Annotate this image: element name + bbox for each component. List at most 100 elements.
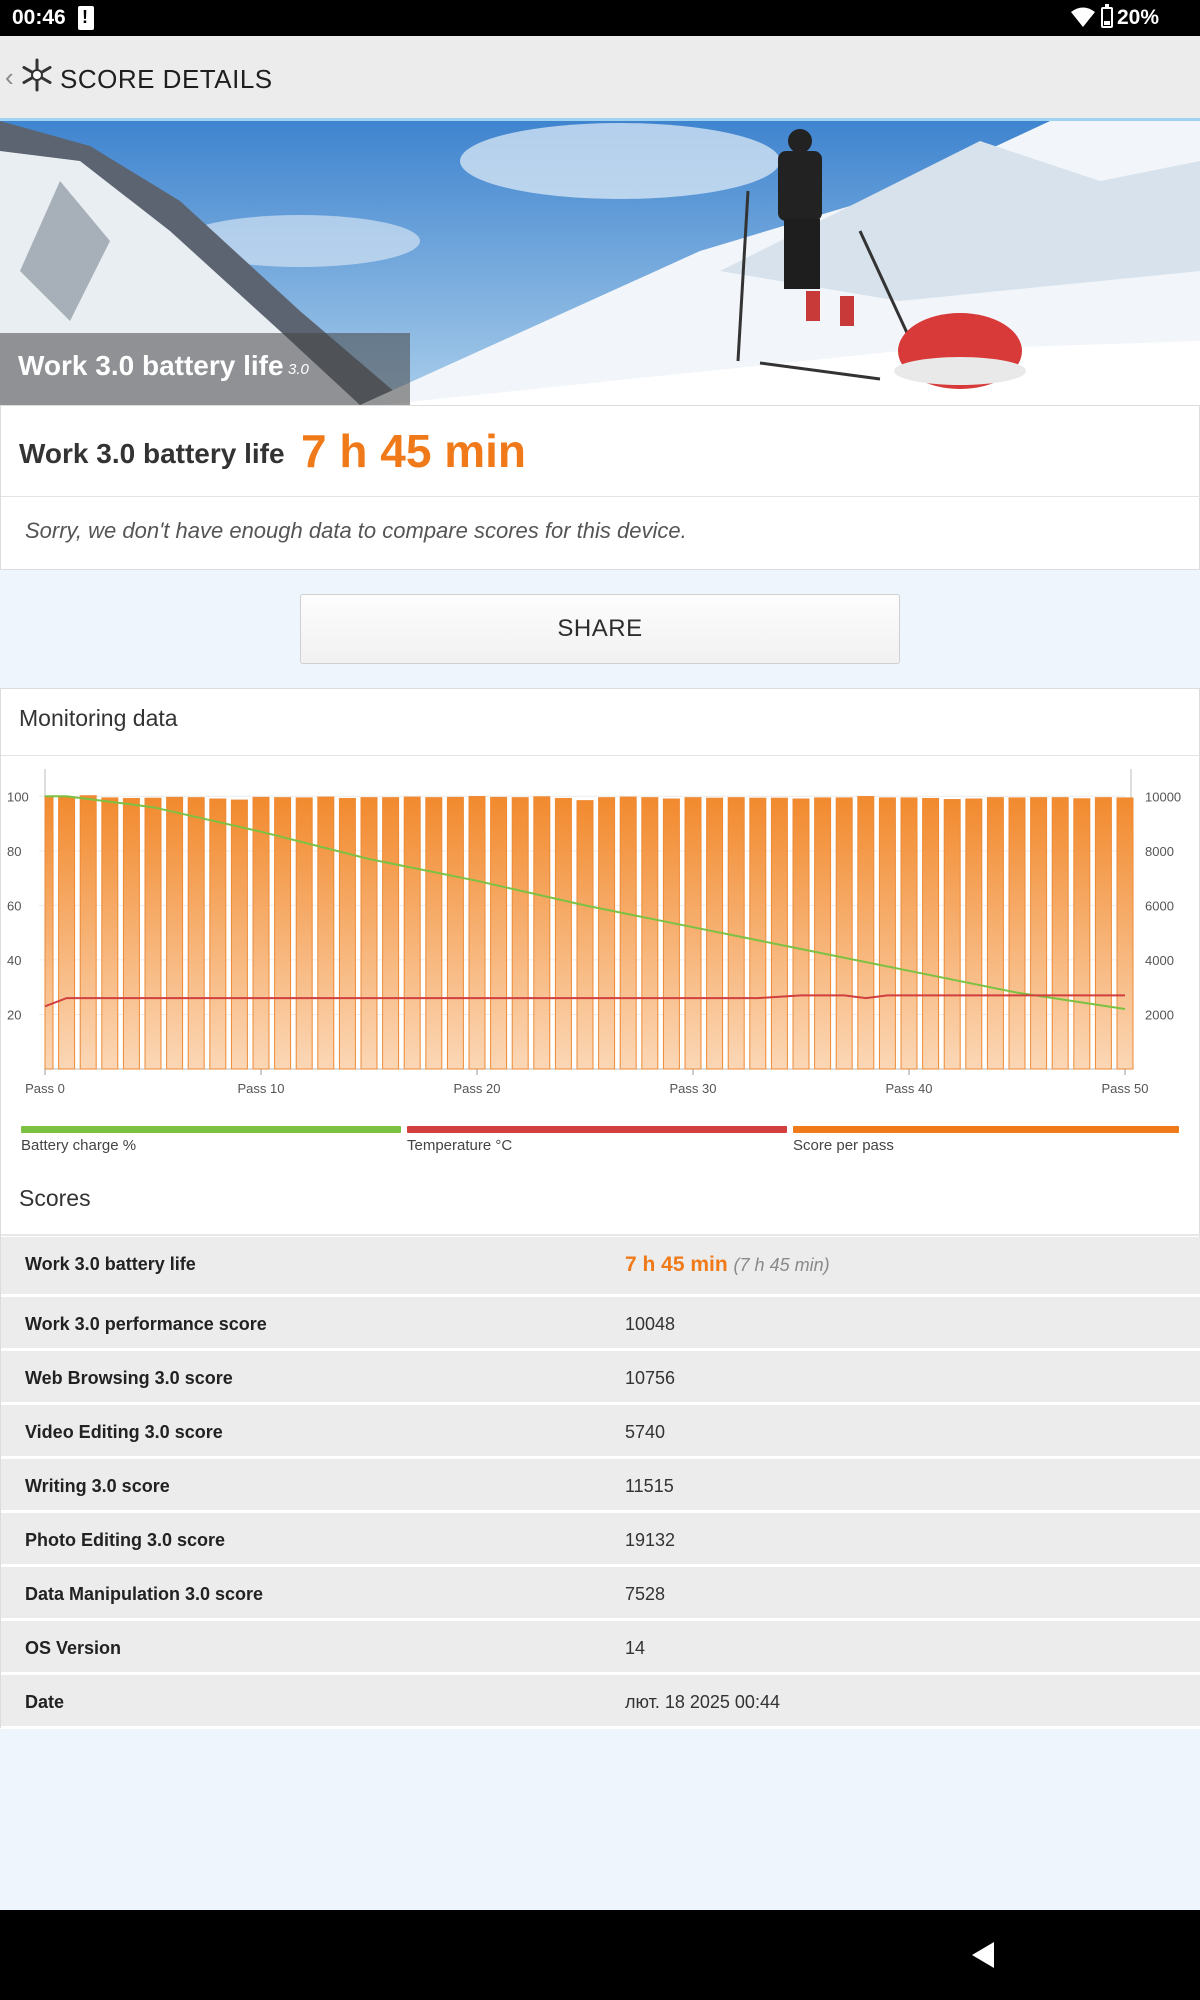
y-tick-label-right: 6000 xyxy=(1145,898,1174,913)
score-bar xyxy=(1094,797,1112,1070)
table-row: Date лют. 18 2025 00:44 xyxy=(1,1675,1200,1729)
legend-temperature: Temperature °C xyxy=(407,1126,787,1166)
alert-icon xyxy=(78,6,94,30)
score-bar xyxy=(598,797,616,1070)
score-bar xyxy=(101,797,119,1070)
share-button[interactable]: SHARE xyxy=(300,594,900,664)
x-tick-label: Pass 10 xyxy=(238,1081,285,1096)
score-bar xyxy=(641,797,659,1070)
row-label: Work 3.0 performance score xyxy=(25,1314,267,1334)
x-tick-label: Pass 0 xyxy=(25,1081,65,1096)
score-bar xyxy=(878,797,896,1070)
score-bar xyxy=(122,797,140,1070)
x-tick-label: Pass 30 xyxy=(670,1081,717,1096)
nav-back-icon[interactable] xyxy=(968,1940,998,1970)
divider xyxy=(1,755,1200,756)
scores-table: Work 3.0 battery life 7 h 45 min (7 h 45… xyxy=(1,1237,1200,1729)
row-label: Web Browsing 3.0 score xyxy=(25,1368,233,1388)
monitoring-chart: 20 40 60 80 100 2000 4000 6000 8000 10000 Pass 0 Pa… xyxy=(7,769,1181,1096)
score-bar xyxy=(1116,797,1134,1070)
score-bar xyxy=(187,797,205,1070)
table-row: Video Editing 3.0 score 5740 xyxy=(1,1405,1200,1459)
y-tick-label-right: 10000 xyxy=(1145,789,1181,804)
page-title: SCORE DETAILS xyxy=(60,64,273,94)
table-row: Work 3.0 battery life 7 h 45 min (7 h 45… xyxy=(1,1237,1200,1297)
legend-score-label: Score per pass xyxy=(793,1137,894,1154)
back-chevron-icon[interactable]: ‹ xyxy=(5,62,14,92)
y-tick-label-left: 100 xyxy=(7,789,29,804)
table-row: OS Version 14 xyxy=(1,1621,1200,1675)
table-row: Writing 3.0 score 11515 xyxy=(1,1459,1200,1513)
row-label: Work 3.0 battery life xyxy=(25,1254,196,1274)
score-bar xyxy=(209,798,227,1070)
x-tick-label: Pass 20 xyxy=(454,1081,501,1096)
row-value: 7 h 45 min (7 h 45 min) xyxy=(625,1253,830,1277)
score-bar xyxy=(230,799,248,1070)
score-bar xyxy=(857,796,875,1070)
monitoring-title: Monitoring data xyxy=(19,705,178,731)
row-value: 14 xyxy=(625,1638,646,1658)
score-bar xyxy=(1008,797,1026,1070)
battery-percent: 20% xyxy=(1117,6,1160,29)
result-value: 7 h 45 min xyxy=(301,425,526,477)
primary-value: 7 h 45 min xyxy=(625,1253,728,1276)
score-bar xyxy=(727,797,745,1070)
hero-label-band xyxy=(0,333,410,405)
score-bar xyxy=(554,797,572,1070)
result-card: Work 3.0 battery life 7 h 45 min Sorry, … xyxy=(0,405,1200,570)
score-bar xyxy=(338,797,356,1070)
legend-battery: Battery charge % xyxy=(21,1126,401,1166)
x-tick-label: Pass 50 xyxy=(1102,1081,1149,1096)
row-label: Writing 3.0 score xyxy=(25,1476,170,1496)
battery-charge-line xyxy=(45,795,1126,1010)
row-value: 10048 xyxy=(625,1314,676,1334)
score-bar xyxy=(295,797,313,1070)
score-bar xyxy=(684,797,702,1070)
score-bar xyxy=(835,797,853,1070)
score-bar xyxy=(446,796,464,1070)
row-label: OS Version xyxy=(25,1638,122,1658)
divider xyxy=(1,496,1200,497)
hero-banner: Work 3.0 battery life 3.0 xyxy=(0,121,1200,405)
clock: 00:46 xyxy=(12,6,66,29)
score-bar xyxy=(166,796,184,1070)
score-bar xyxy=(619,796,637,1070)
legend-score: Score per pass xyxy=(793,1126,1179,1166)
score-bar xyxy=(511,797,529,1070)
row-label: Data Manipulation 3.0 score xyxy=(25,1584,264,1604)
legend-score-swatch xyxy=(793,1126,1179,1133)
table-row: Photo Editing 3.0 score 19132 xyxy=(1,1513,1200,1567)
row-value: 19132 xyxy=(625,1530,676,1550)
legend-battery-swatch xyxy=(21,1126,401,1133)
snowflake-logo-icon[interactable] xyxy=(20,58,54,92)
score-bar xyxy=(79,795,97,1070)
score-bar xyxy=(317,796,335,1070)
table-row: Work 3.0 performance score 10048 xyxy=(1,1297,1200,1351)
row-label: Photo Editing 3.0 score xyxy=(25,1530,226,1550)
row-value: 11515 xyxy=(625,1476,674,1496)
row-label: Video Editing 3.0 score xyxy=(25,1422,223,1442)
app-bar-divider xyxy=(0,118,1200,121)
score-bar xyxy=(814,797,832,1070)
row-value: 10756 xyxy=(625,1368,676,1388)
score-bar xyxy=(44,796,54,1070)
hero-version: 3.0 xyxy=(288,361,309,378)
table-row: Data Manipulation 3.0 score 7528 xyxy=(1,1567,1200,1621)
score-bar xyxy=(922,797,940,1070)
score-bar xyxy=(58,796,76,1070)
score-bar xyxy=(1030,797,1048,1070)
score-bar xyxy=(144,797,162,1070)
score-bar xyxy=(900,797,918,1070)
y-tick-label-right: 2000 xyxy=(1145,1007,1174,1022)
score-bar xyxy=(468,796,486,1070)
score-bar xyxy=(965,798,983,1070)
primary-subvalue: (7 h 45 min) xyxy=(733,1255,830,1275)
score-bar xyxy=(770,797,788,1070)
status-bar: 00:46 20% xyxy=(0,0,1200,36)
y-tick-label-right: 8000 xyxy=(1145,844,1174,859)
score-bar xyxy=(749,797,767,1070)
monitoring-card: Monitoring data 20 40 60 80 100 2000 4000 6000 8… xyxy=(0,688,1200,1729)
score-bar xyxy=(490,796,508,1070)
temperature-line xyxy=(44,994,1125,1008)
score-bar xyxy=(986,797,1004,1070)
